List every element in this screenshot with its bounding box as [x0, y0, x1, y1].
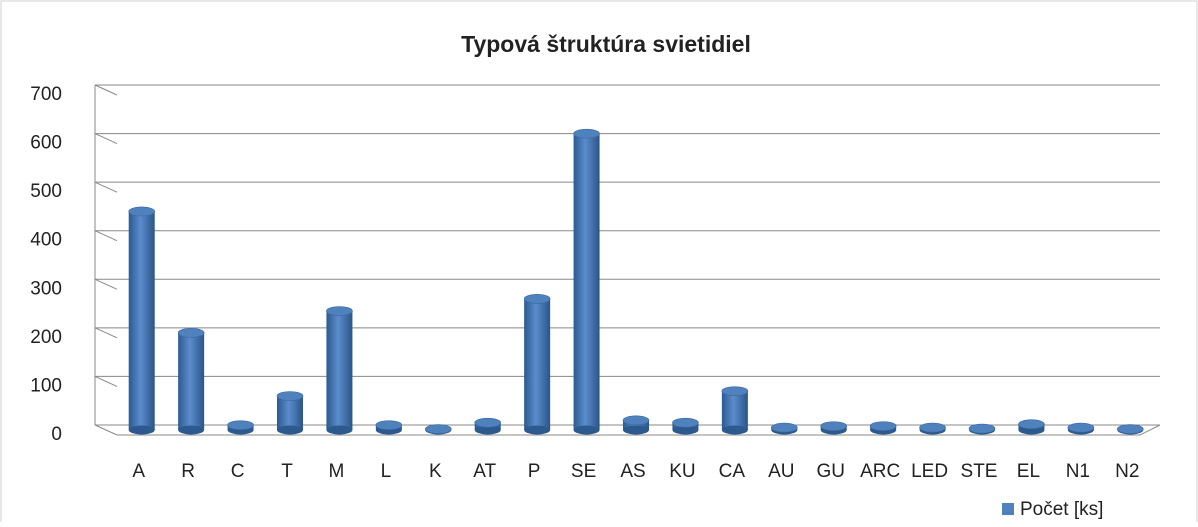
- bar-top: [177, 328, 205, 338]
- bar-base: [474, 425, 501, 435]
- bar-top: [622, 415, 650, 426]
- floor: [117, 424, 1161, 436]
- grid-line: [94, 375, 1160, 387]
- bar: [326, 311, 353, 430]
- bar-top: [869, 421, 897, 431]
- bar-base: [178, 425, 205, 435]
- x-tick-label: T: [281, 461, 293, 482]
- bar-top: [770, 422, 798, 433]
- bar-base: [277, 425, 303, 435]
- x-tick-label: GU: [816, 461, 845, 482]
- bar: [573, 133, 600, 430]
- grid-line: [94, 424, 1160, 436]
- bar-top: [375, 420, 403, 430]
- bar-top: [1067, 422, 1095, 433]
- x-tick-label: STE: [961, 461, 998, 482]
- bar: [524, 298, 551, 430]
- bar-top: [128, 206, 156, 217]
- x-tick-label: C: [231, 461, 245, 482]
- bar-top: [1116, 424, 1144, 434]
- bar-base: [573, 425, 600, 435]
- bar-top: [573, 128, 600, 139]
- y-tick-label: 0: [51, 424, 62, 445]
- bar: [623, 420, 649, 430]
- x-tick-label: EL: [1017, 461, 1040, 482]
- chart-title: Typová štruktúra svietidiel: [461, 31, 751, 57]
- bar-top: [523, 294, 551, 304]
- bar-top: [326, 306, 353, 316]
- bar-base: [672, 425, 699, 435]
- grid-line: [94, 278, 1160, 290]
- x-tick-label: K: [429, 461, 442, 482]
- x-tick-label: SE: [571, 461, 596, 482]
- bar: [277, 396, 303, 430]
- y-tick-label: 500: [30, 181, 62, 202]
- bar-base: [128, 425, 155, 435]
- bar-top: [227, 420, 254, 430]
- bar: [721, 391, 748, 430]
- legend-label: Počet [ks]: [1020, 499, 1103, 520]
- grid-line: [94, 181, 1160, 193]
- bar-top: [820, 421, 848, 431]
- y-tick-label: 300: [30, 278, 62, 299]
- x-tick-label: AU: [768, 461, 794, 482]
- grid-line: [94, 327, 1160, 339]
- bar-top: [276, 391, 304, 401]
- y-tick-label: 200: [30, 327, 62, 348]
- x-tick-label: M: [329, 461, 345, 482]
- bar-base: [524, 425, 551, 435]
- bar-top: [968, 423, 996, 434]
- bar-top: [474, 417, 502, 428]
- bar-base: [326, 425, 353, 435]
- y-tick-label: 400: [30, 230, 62, 251]
- x-tick-label: AT: [473, 461, 496, 482]
- x-tick-label: A: [132, 461, 145, 482]
- bar-top: [424, 424, 452, 434]
- y-tick-label: 100: [30, 375, 62, 396]
- bar-top: [672, 417, 699, 428]
- x-tick-label: R: [181, 461, 195, 482]
- x-tick-label: AS: [620, 461, 645, 482]
- bar-top: [919, 422, 946, 433]
- x-tick-label: N1: [1066, 461, 1090, 482]
- x-tick-label: N2: [1115, 461, 1139, 482]
- bar-top: [1018, 419, 1045, 429]
- grid-line: [94, 133, 1160, 145]
- x-tick-label: LED: [911, 461, 948, 482]
- y-tick-label: 600: [30, 133, 62, 154]
- grid-line: [94, 230, 1160, 242]
- bar-top: [721, 386, 749, 396]
- x-tick-label: CA: [719, 461, 746, 482]
- bar: [128, 211, 155, 430]
- y-tick-label: 700: [30, 84, 62, 105]
- x-tick-label: ARC: [860, 461, 900, 482]
- x-tick-label: KU: [669, 461, 695, 482]
- x-tick-label: L: [381, 461, 392, 482]
- x-tick-label: P: [528, 461, 541, 482]
- bar: [178, 332, 205, 430]
- bar-base: [721, 425, 748, 435]
- legend-swatch: [1002, 503, 1014, 515]
- bar-base: [623, 425, 649, 435]
- grid-line: [94, 84, 1160, 96]
